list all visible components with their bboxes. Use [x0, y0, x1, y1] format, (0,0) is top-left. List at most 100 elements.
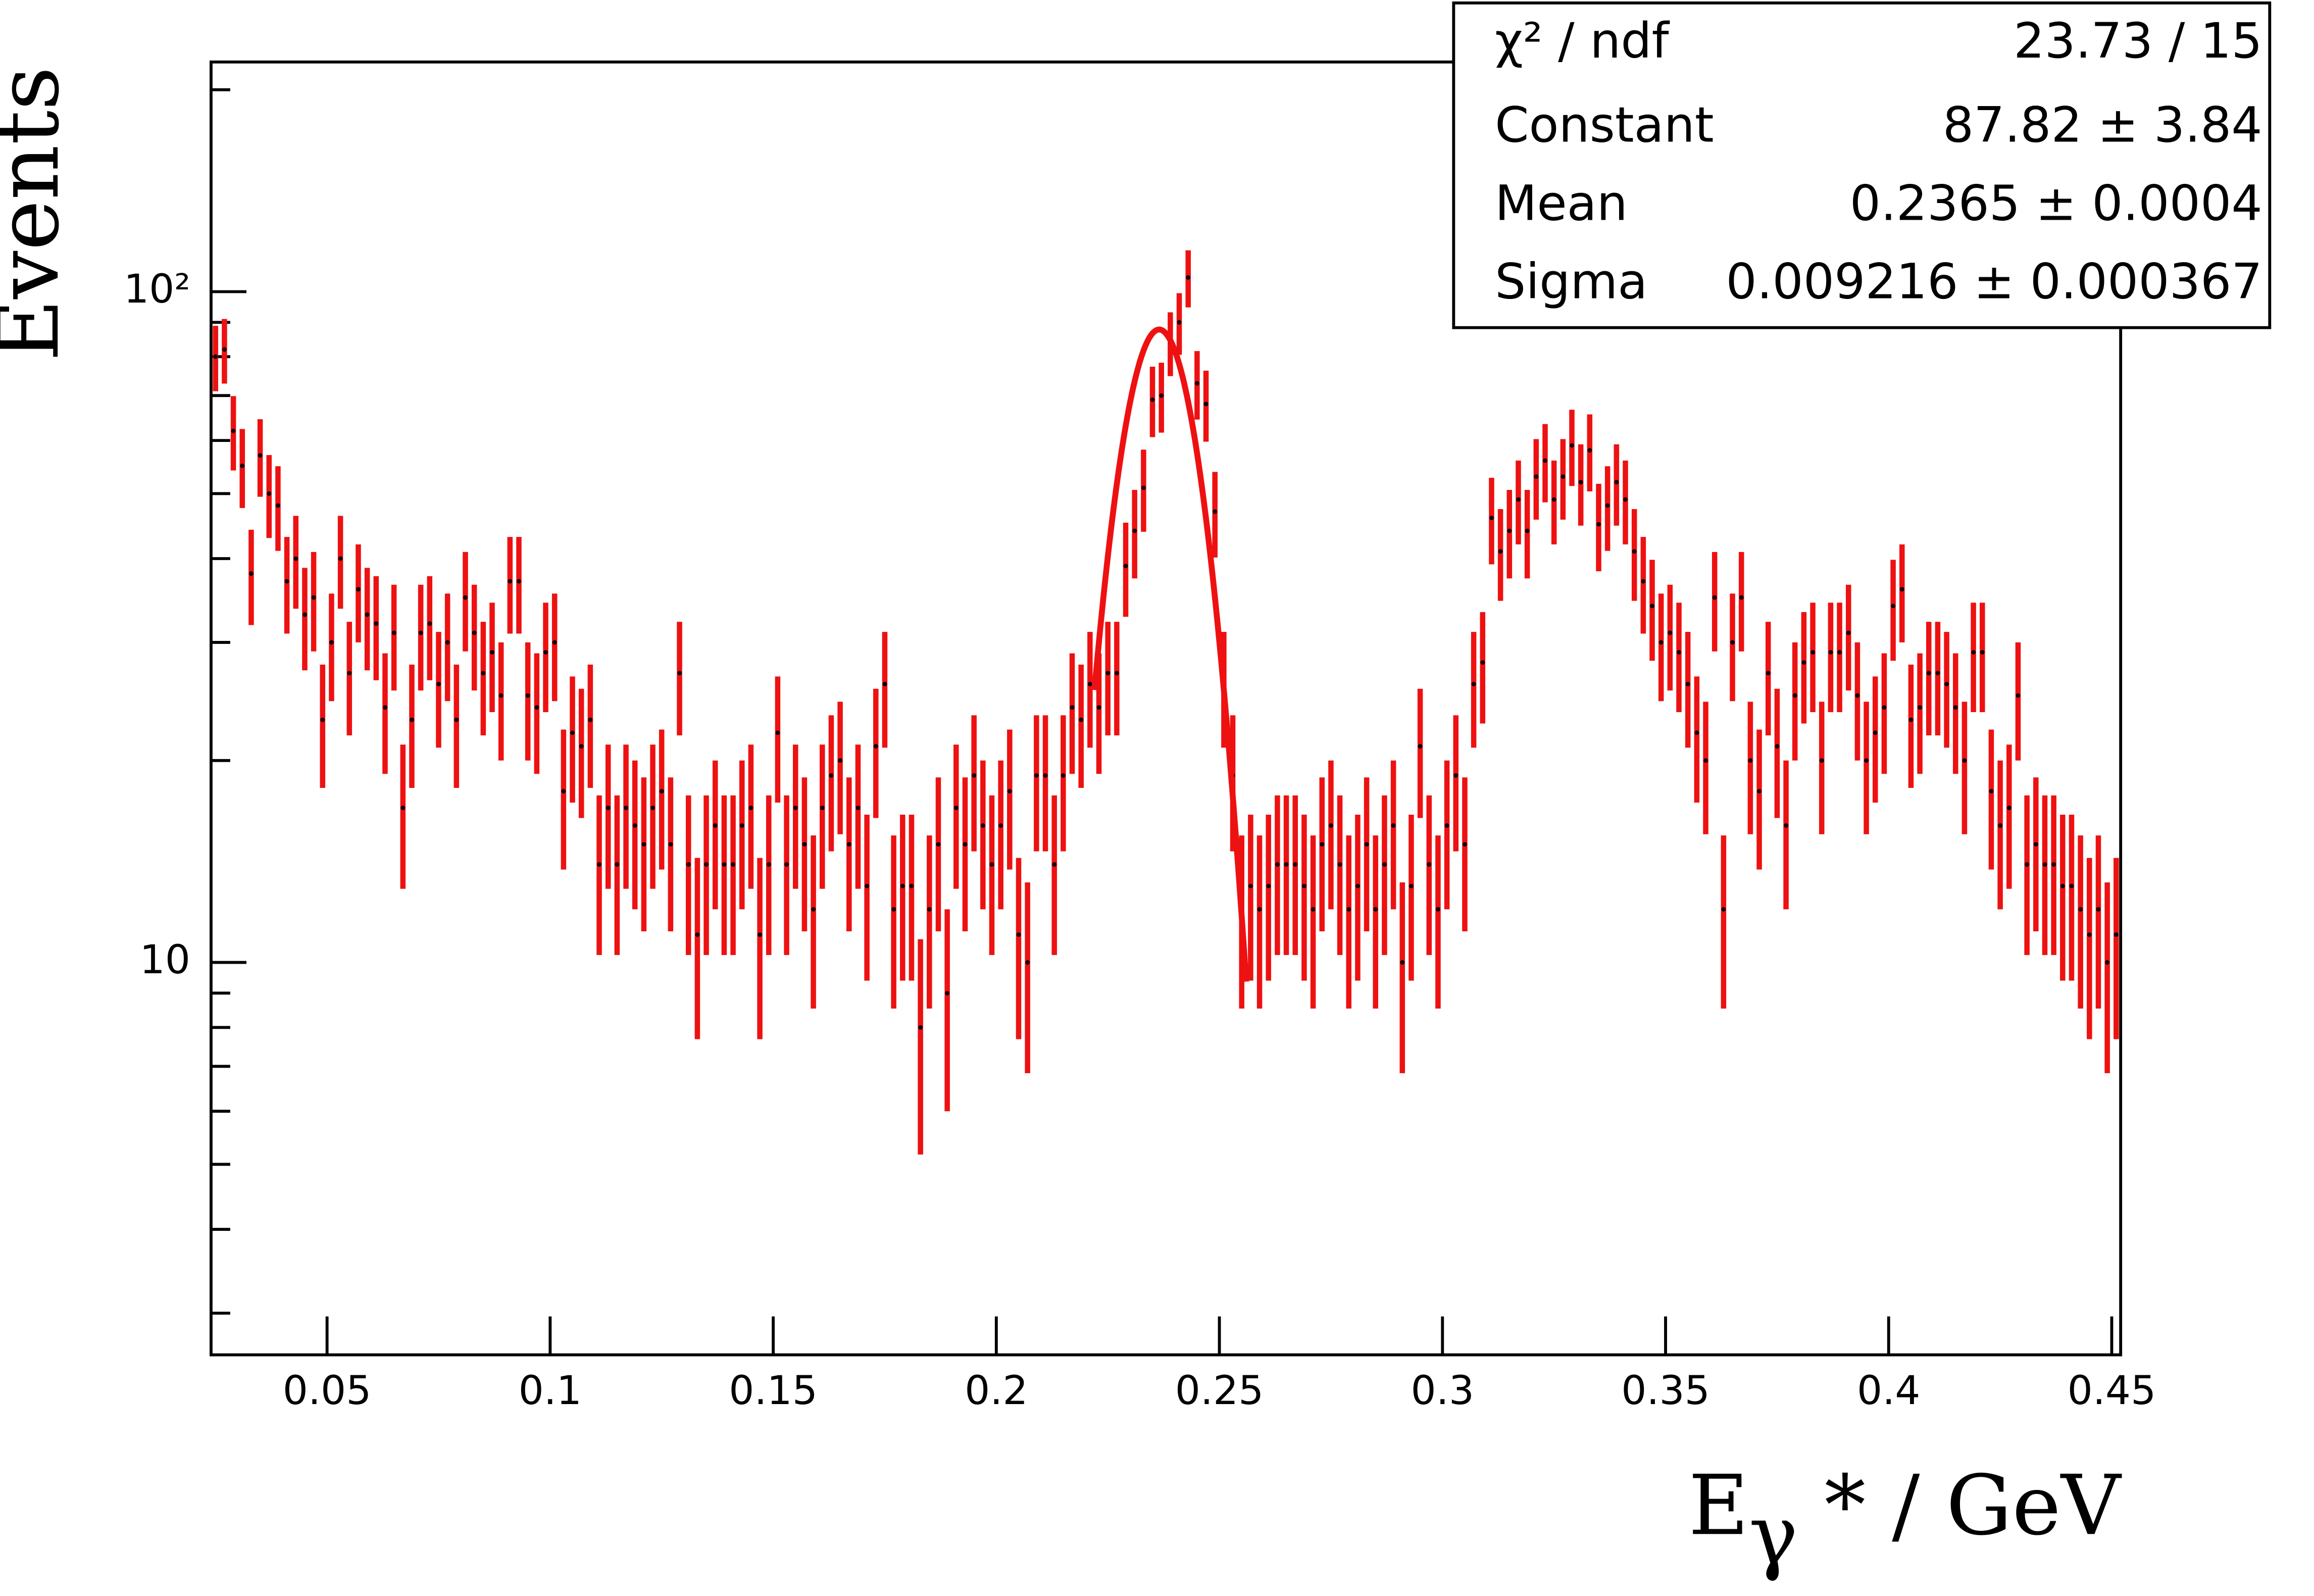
data-point [1703, 758, 1708, 763]
stats-label: Mean [1495, 174, 1628, 231]
data-point [293, 556, 298, 561]
data-point [936, 842, 941, 847]
data-point [713, 823, 718, 828]
data-point [1561, 474, 1566, 479]
data-point [820, 806, 825, 810]
data-point [1623, 497, 1628, 502]
data-point [1926, 671, 1931, 676]
data-point [846, 842, 851, 847]
data-point [427, 621, 432, 626]
data-point [1087, 682, 1092, 686]
data-point [1329, 823, 1333, 828]
data-point [1784, 823, 1788, 828]
x-title-base: E [1688, 1457, 1748, 1554]
data-point [1453, 773, 1458, 778]
data-point [1605, 503, 1610, 508]
data-point [391, 630, 396, 635]
data-point [1293, 862, 1298, 867]
data-point [1766, 671, 1771, 676]
data-point [668, 842, 673, 847]
data-point [1257, 907, 1262, 912]
data-point [1132, 528, 1137, 533]
stats-label: Sigma [1495, 253, 1647, 310]
data-point [945, 990, 950, 995]
stats-value: 0.2365 ± 0.0004 [1850, 174, 2262, 231]
data-point [1873, 730, 1878, 735]
data-point [891, 907, 896, 912]
data-point [498, 693, 504, 698]
data-point [1052, 862, 1057, 867]
data-point [1355, 883, 1360, 888]
data-point [1792, 693, 1797, 698]
data-point [659, 789, 664, 793]
data-point [2114, 932, 2119, 937]
data-point [1471, 682, 1476, 686]
x-tick-label: 0.05 [283, 1367, 372, 1414]
data-point [1641, 579, 1646, 584]
data-point [1596, 522, 1601, 527]
data-point [1971, 650, 1976, 655]
data-point [1846, 630, 1851, 635]
data-point [1882, 705, 1887, 710]
data-point [793, 806, 798, 810]
data-point [1123, 564, 1128, 568]
data-point [1159, 393, 1164, 398]
data-point [1320, 842, 1325, 847]
data-point [1266, 883, 1271, 888]
data-point [811, 907, 816, 912]
data-point [758, 932, 762, 937]
data-point [1275, 862, 1280, 867]
plot-frame [209, 60, 2123, 1357]
data-point [320, 717, 325, 722]
data-point [543, 650, 548, 655]
data-point [1551, 497, 1556, 502]
data-point [347, 671, 352, 676]
data-point [1989, 789, 1994, 793]
data-point [418, 630, 423, 635]
data-point [1150, 397, 1155, 402]
data-point [2105, 960, 2110, 965]
data-point [677, 671, 682, 676]
data-point [338, 556, 343, 561]
data-point [1899, 587, 1904, 592]
data-point [766, 862, 771, 867]
data-point [1507, 528, 1512, 533]
stats-value: 87.82 ± 3.84 [1943, 96, 2262, 154]
data-point [1079, 717, 1084, 722]
data-point [1998, 823, 2003, 828]
data-point [1311, 907, 1316, 912]
data-point [222, 347, 227, 352]
data-point [1962, 758, 1967, 763]
data-point [365, 612, 370, 617]
data-point [2078, 907, 2083, 912]
data-point [1248, 883, 1253, 888]
stats-box [1452, 1, 2272, 329]
data-point [284, 579, 289, 584]
data-point [1658, 640, 1664, 645]
data-point [383, 705, 387, 710]
data-point [231, 428, 236, 433]
data-point [650, 806, 655, 810]
x-tick-label: 0.15 [729, 1367, 818, 1414]
data-point [1203, 402, 1209, 407]
data-point [1302, 883, 1306, 888]
data-point [1346, 907, 1351, 912]
data-point [1775, 744, 1780, 749]
data-point [1534, 474, 1539, 479]
x-tick-label: 0.1 [519, 1367, 582, 1414]
data-point [802, 842, 807, 847]
x-axis-title: Eγ * / GeV [1688, 1457, 2122, 1583]
data-point [1391, 823, 1396, 828]
data-point [2033, 842, 2038, 847]
data-point [1810, 650, 1815, 655]
data-point [1935, 671, 1940, 676]
data-point [927, 907, 932, 912]
data-point [1864, 758, 1869, 763]
data-point [240, 463, 245, 468]
data-point [1721, 907, 1726, 912]
data-point [1828, 650, 1833, 655]
data-point [1757, 789, 1762, 793]
data-point [1400, 960, 1405, 965]
data-point [534, 705, 539, 710]
